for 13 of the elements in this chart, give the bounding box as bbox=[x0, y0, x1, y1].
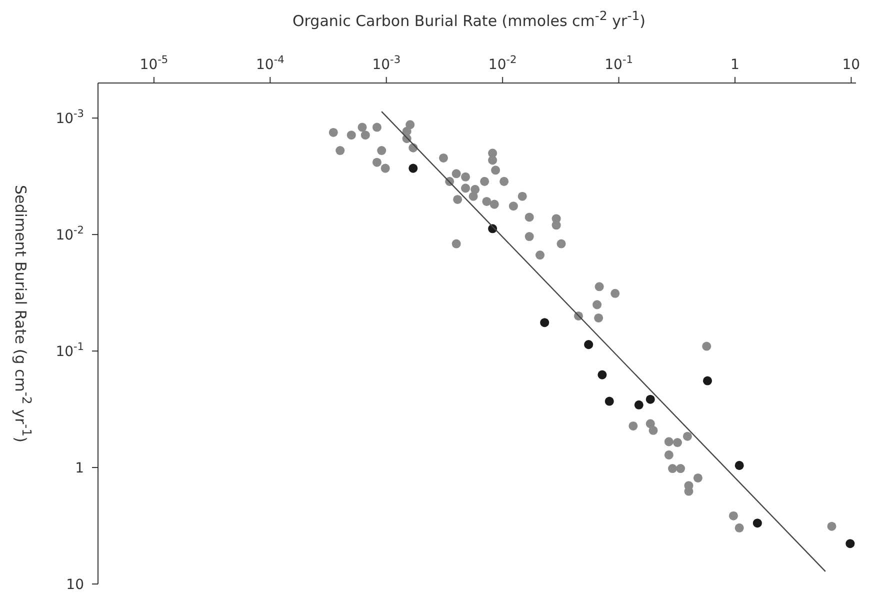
y-tick-label: 10$^{-2}$ bbox=[56, 224, 84, 244]
x-tick-label: 10$^{-2}$ bbox=[488, 54, 517, 73]
x-tick-label: 10$^{-1}$ bbox=[604, 54, 633, 73]
y-tick-label: 10$^{-3}$ bbox=[56, 108, 84, 128]
x-tick-label: 10$^{-3}$ bbox=[372, 54, 401, 73]
y-tick-label: 10$^{-1}$ bbox=[56, 341, 84, 360]
x-tick-label: 10$^{-4}$ bbox=[256, 54, 285, 73]
x-tick-label: 10$^{-5}$ bbox=[140, 54, 168, 73]
x-axis-title: Organic Carbon Burial Rate (mmoles cm$^{-2}$ yr$^{-1}$) bbox=[291, 8, 647, 32]
x-tick-label: 10 bbox=[842, 57, 860, 73]
x-tick-label: 1 bbox=[730, 57, 740, 73]
y-tick-label: 1 bbox=[75, 460, 84, 477]
y-tick-label: 10 bbox=[66, 577, 84, 593]
